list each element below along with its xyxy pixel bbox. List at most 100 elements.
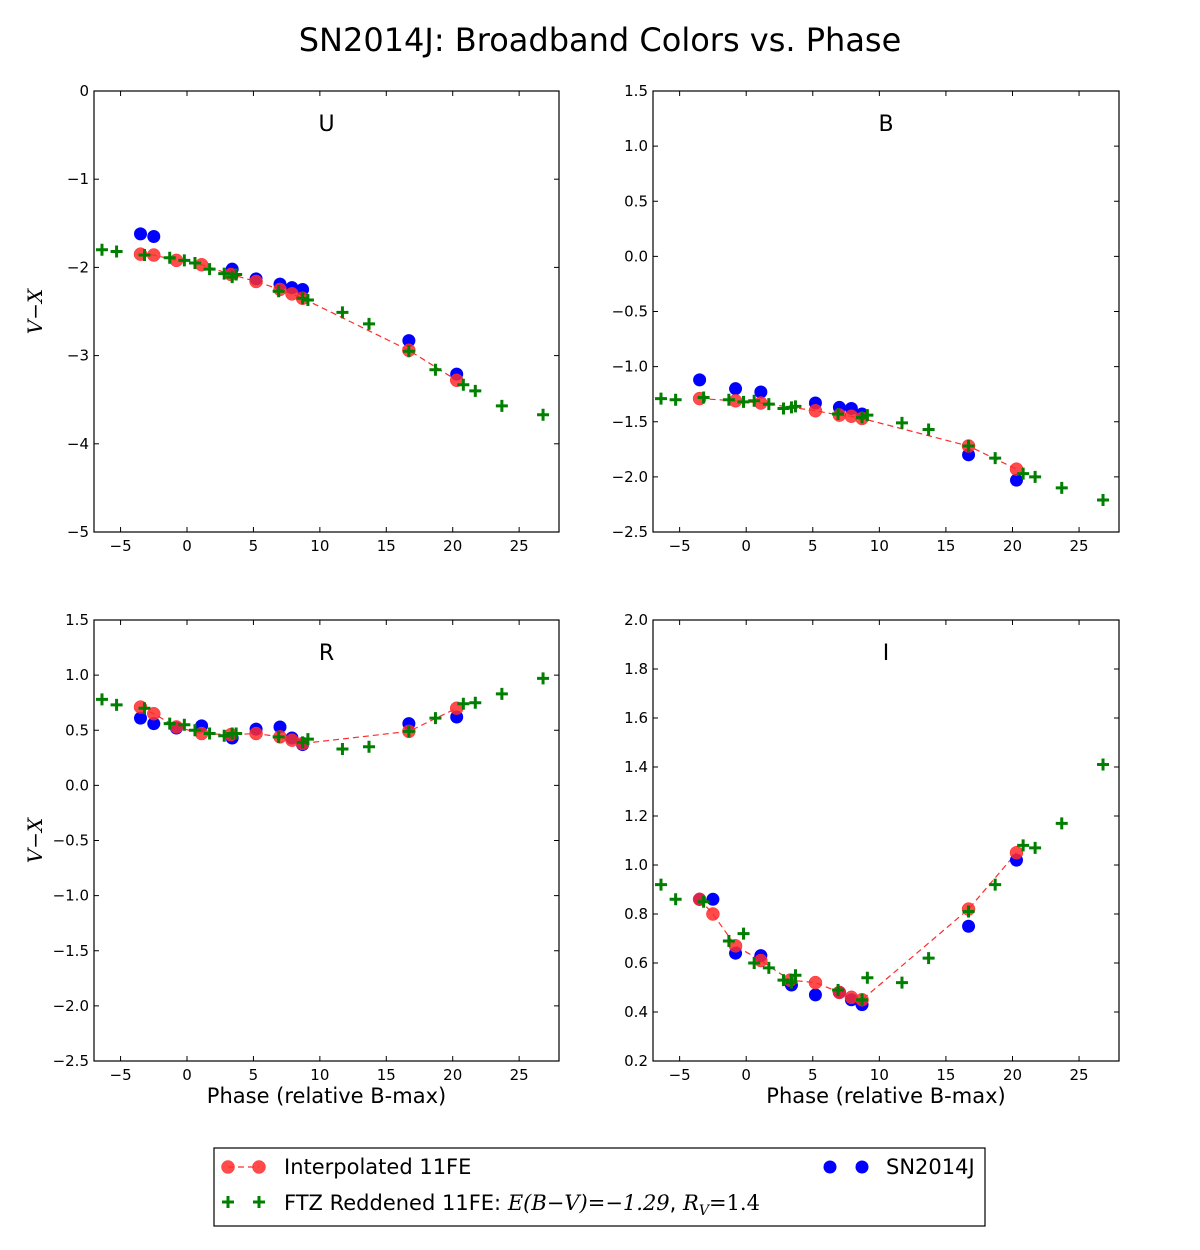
legend-ftz-rv: R (682, 1191, 699, 1215)
y-tick-label: 2.0 (624, 611, 648, 629)
ftz-point (789, 969, 802, 982)
ftz-point (95, 693, 108, 706)
y-tick-label: −0.5 (53, 832, 89, 850)
legend-ftz-marker (253, 1196, 265, 1208)
x-tick-label: 15 (377, 1066, 396, 1084)
ftz-point (402, 725, 415, 738)
sn-point (147, 717, 161, 731)
interpolated-point (1009, 846, 1024, 860)
sn-point (729, 382, 743, 396)
x-tick-label: −5 (669, 1066, 691, 1084)
ftz-point (188, 256, 201, 269)
ftz-point (163, 251, 176, 264)
x-axis-label: Phase (relative B-max) (207, 1084, 446, 1108)
panel-title: I (883, 641, 890, 666)
x-tick-label: 0 (741, 1066, 751, 1084)
y-tick-label: −2.5 (612, 523, 648, 541)
panel-U: −5 0 5 10 15 20 25 −5 −4 −3 −2 −1 0 U V−X (23, 82, 560, 555)
sn-point (273, 720, 287, 734)
ftz-point (669, 393, 682, 406)
y-tick-label: 1.0 (65, 666, 89, 684)
x-tick-label: 15 (936, 1066, 955, 1084)
ftz-point (457, 378, 470, 391)
ftz-point (301, 733, 314, 746)
ftz-point (110, 245, 123, 258)
y-tick-label: −0.5 (612, 303, 648, 321)
y-tick-label: 1.5 (65, 611, 89, 629)
x-tick-label: 10 (870, 1066, 889, 1084)
ftz-point (272, 730, 285, 743)
x-tick-label: 20 (443, 537, 462, 555)
ftz-point (856, 993, 869, 1006)
y-tick-label: 1.0 (624, 856, 648, 874)
legend-interpolated-marker (221, 1160, 235, 1174)
ftz-point (272, 285, 285, 298)
interpolated-point (754, 953, 768, 968)
ftz-point (962, 440, 975, 453)
y-tick-label: −1.5 (53, 942, 89, 960)
legend-ftz-label: FTZ Reddened 11FE: E(B−V)=−1.29, RV=1.4 (284, 1191, 760, 1219)
ftz-point (861, 971, 874, 984)
interpolated-point (808, 403, 823, 418)
y-tick-label: 1.4 (624, 758, 648, 776)
ftz-point (722, 393, 735, 406)
legend-entry-sn: SN2014J (823, 1155, 975, 1179)
sn-point (693, 373, 707, 387)
x-tick-label: 10 (310, 537, 329, 555)
panel-title: R (319, 641, 334, 666)
ftz-point (301, 294, 314, 307)
ftz-point (363, 740, 376, 753)
sn-point (1009, 473, 1023, 487)
plot-frame (93, 90, 560, 533)
ftz-point (178, 718, 191, 731)
ftz-point (495, 399, 508, 412)
ftz-point (785, 976, 798, 989)
y-tick-label: −1 (67, 170, 89, 188)
plot-frame (652, 90, 1120, 533)
y-tick-label: 0 (79, 82, 89, 100)
ftz-point (748, 394, 761, 407)
ftz-point (203, 727, 216, 740)
legend-sn-marker (823, 1160, 837, 1174)
legend-ftz-prefix: FTZ Reddened 11FE: (284, 1191, 508, 1215)
sn-point (134, 227, 147, 241)
x-tick-label: −5 (110, 537, 132, 555)
panel-I: −5 0 5 10 15 20 25 0.2 0.4 0.6 0.8 1.0 1.2 1.4 1.6 1.8 2… (624, 611, 1120, 1108)
x-tick-label: 25 (510, 537, 529, 555)
interpolated-point (249, 274, 263, 289)
y-tick-label: −2 (67, 258, 89, 276)
y-tick-label: 0.2 (624, 1052, 648, 1070)
ftz-point (230, 268, 243, 281)
y-tick-label: −1.5 (612, 413, 648, 431)
legend-frame (213, 1147, 986, 1227)
ftz-point (922, 423, 935, 436)
ftz-point (469, 384, 482, 397)
ftz-point (737, 395, 750, 408)
y-tick-label: 1.0 (624, 137, 648, 155)
ftz-point (922, 952, 935, 965)
x-tick-label: 25 (510, 1066, 529, 1084)
ftz-point (336, 306, 349, 319)
ftz-point (1029, 841, 1042, 854)
sn-point (962, 919, 976, 933)
ftz-point (832, 408, 845, 421)
x-tick-label: 15 (377, 537, 396, 555)
x-tick-label: −5 (669, 537, 691, 555)
legend-entry-interpolated: Interpolated 11FE (221, 1155, 471, 1179)
x-tick-label: 20 (1003, 537, 1022, 555)
ftz-point (138, 702, 151, 715)
x-axis-label: Phase (relative B-max) (766, 1084, 1005, 1108)
sn-point (808, 988, 822, 1002)
y-tick-label: −1.0 (53, 887, 89, 905)
y-tick-label: −4 (67, 435, 89, 453)
legend-ftz-rv-val: =1.4 (709, 1191, 760, 1215)
ftz-point (1055, 817, 1068, 830)
ftz-point (989, 878, 1002, 891)
ftz-point (697, 895, 710, 908)
sn-point (754, 385, 768, 399)
interpolated-line (140, 253, 458, 381)
ftz-point (457, 697, 470, 710)
y-tick-label: 1.2 (624, 807, 648, 825)
y-tick-label: 0.8 (624, 905, 648, 923)
